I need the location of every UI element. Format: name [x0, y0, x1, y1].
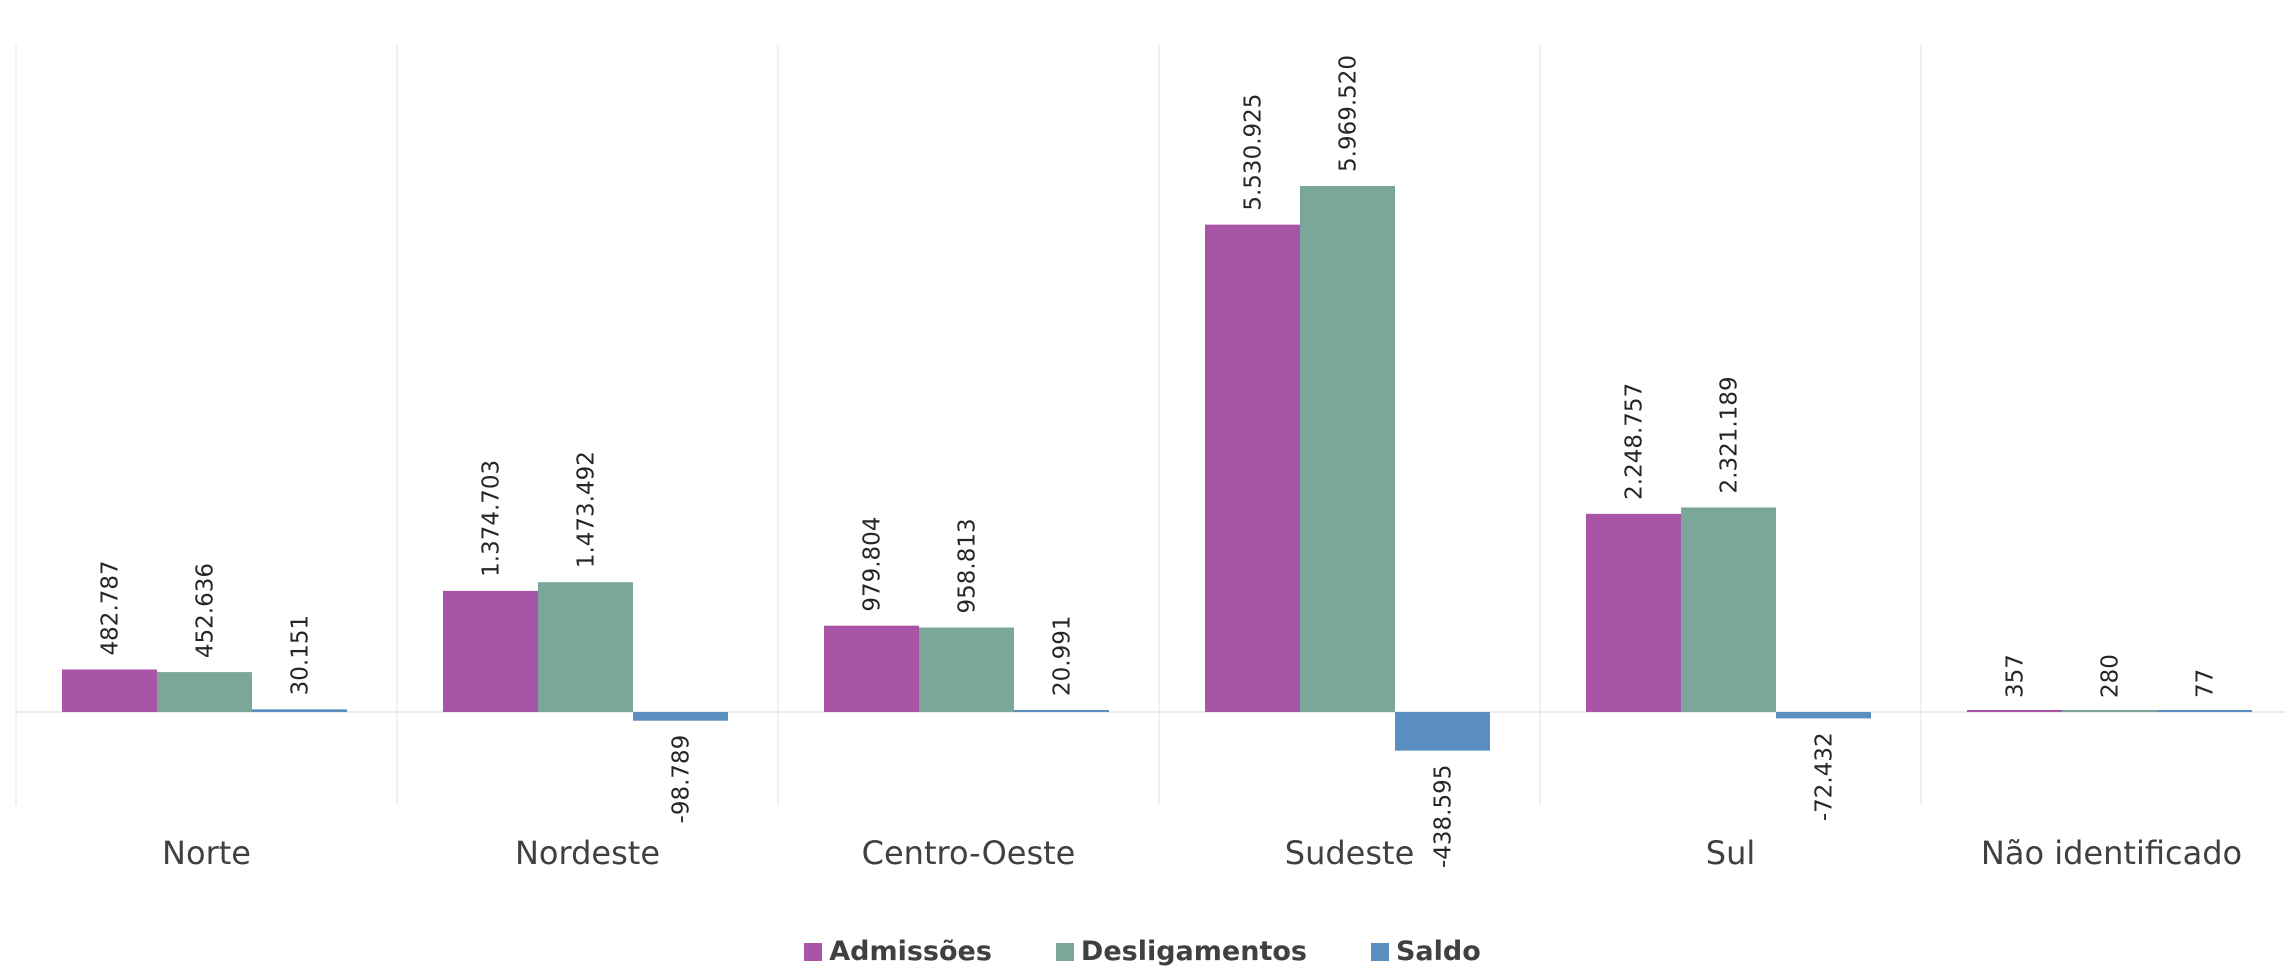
category-label: Norte	[162, 834, 251, 872]
data-label: 30.151	[288, 615, 314, 695]
data-label: -438.595	[1431, 765, 1457, 868]
legend-item-admissoes: Admissões	[804, 936, 992, 967]
data-label: 958.813	[955, 518, 981, 613]
bar	[1967, 710, 2062, 712]
legend-label-admissoes: Admissões	[829, 936, 992, 967]
bar	[252, 709, 347, 712]
category-labels-layer: Norte Nordeste Centro-Oeste Sudeste Sul Não i…	[162, 834, 2242, 872]
data-label: 1.374.703	[479, 460, 505, 577]
legend: Admissões Desligamentos Saldo	[0, 936, 2285, 967]
bar	[1586, 513, 1681, 712]
bar	[443, 590, 538, 712]
bar	[824, 625, 919, 712]
category-label: Sudeste	[1285, 834, 1415, 872]
bar	[919, 627, 1014, 712]
data-label: 482.787	[98, 560, 124, 655]
bar	[1014, 710, 1109, 712]
data-label: 452.636	[193, 563, 219, 658]
data-label: 357	[2003, 654, 2029, 698]
data-label: 20.991	[1050, 616, 1076, 696]
category-label: Sul	[1706, 834, 1755, 872]
legend-label-desligamentos: Desligamentos	[1080, 936, 1307, 967]
bar	[157, 672, 252, 712]
bar	[633, 712, 728, 721]
bar	[1681, 507, 1776, 712]
bar	[62, 669, 157, 712]
bar	[2157, 710, 2252, 712]
bar	[1205, 224, 1300, 712]
legend-swatch-saldo	[1370, 942, 1389, 961]
legend-swatch-admissoes	[804, 942, 823, 961]
legend-label-saldo: Saldo	[1395, 936, 1481, 967]
category-label: Nordeste	[515, 834, 660, 872]
data-label: 5.969.520	[1336, 55, 1362, 172]
data-label: 2.321.189	[1717, 376, 1743, 493]
bar	[1300, 186, 1395, 712]
bar	[1395, 712, 1490, 751]
data-labels-layer: 482.787 452.636 30.151 1.374.703 1.473.492 -9…	[98, 55, 2219, 868]
category-label: Não identificado	[1981, 834, 2242, 872]
data-label: 979.804	[860, 517, 886, 612]
data-label: 77	[2193, 669, 2219, 698]
category-separators	[15, 45, 1922, 805]
bar	[1776, 712, 1871, 719]
legend-item-saldo: Saldo	[1370, 936, 1481, 967]
data-label: -98.789	[669, 735, 695, 824]
data-label: 1.473.492	[574, 451, 600, 568]
legend-item-desligamentos: Desligamentos	[1055, 936, 1307, 967]
data-label: 5.530.925	[1241, 94, 1267, 211]
legend-swatch-desligamentos	[1055, 942, 1074, 961]
category-label: Centro-Oeste	[862, 834, 1076, 872]
data-label: 280	[2098, 654, 2124, 698]
data-label: 2.248.757	[1622, 383, 1648, 500]
data-label: -72.432	[1812, 732, 1838, 821]
bar	[2062, 710, 2157, 712]
bars-layer	[62, 186, 2252, 751]
bar	[538, 582, 633, 712]
